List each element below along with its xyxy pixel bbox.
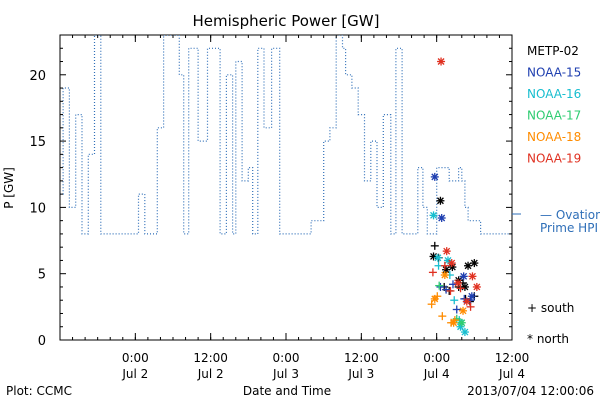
plot-frame: [59, 34, 513, 341]
noaa-19-north-point: [462, 297, 471, 306]
y-tick-label: 10: [29, 201, 46, 216]
legend-metp-02: METP-02: [527, 44, 579, 58]
metp-02-south-point: [430, 241, 439, 250]
svg-text:P [GW]: P [GW]: [2, 167, 16, 209]
noaa-18-north-point: [449, 318, 458, 327]
noaa-19-north-point: [472, 282, 481, 291]
noaa-16-north-point: [460, 328, 469, 337]
x-tick-date: Jul 3: [272, 367, 299, 381]
noaa-17-south-point: [435, 281, 444, 290]
noaa-15-south-point: [448, 280, 457, 289]
x-tick-date: Jul 2: [197, 367, 224, 381]
x-tick-date: Jul 2: [121, 367, 148, 381]
x-tick-label: 12:00: [344, 351, 379, 365]
legend-noaa-19: NOAA-19: [527, 152, 581, 166]
noaa-16-north-point: [429, 211, 438, 220]
noaa-19-south-point: [428, 268, 437, 277]
x-tick-label: 0:00: [273, 351, 300, 365]
noaa-16-north-point: [443, 256, 452, 265]
y-tick-label: 20: [29, 69, 46, 84]
noaa-19-south-point: [446, 286, 455, 295]
plot-area: [59, 34, 513, 341]
noaa-19-north-point: [442, 247, 451, 256]
noaa-19-north-point: [437, 57, 446, 66]
noaa-18-north-point: [459, 306, 468, 315]
north-marker-legend: * north: [527, 332, 569, 346]
noaa-16-north-point: [433, 253, 442, 262]
chart-title: Hemispheric Power [GW]: [193, 12, 380, 30]
metp-02-north-point: [442, 265, 451, 274]
ovation-label-line2: Prime HPI: [540, 221, 598, 235]
legend-noaa-15: NOAA-15: [527, 66, 581, 80]
ovation-hpi-line: [60, 35, 512, 235]
noaa-17-north-point: [457, 318, 466, 327]
noaa-18-north-point: [430, 294, 439, 303]
footer-plot-credit: Plot: CCMC: [6, 384, 72, 398]
noaa-15-north-point: [430, 172, 439, 181]
x-tick-date: Jul 4: [423, 367, 450, 381]
noaa-15-north-point: [437, 214, 446, 222]
noaa-15-north-point: [467, 292, 476, 301]
noaa-19-south-point: [440, 261, 449, 270]
noaa-15-north-point: [459, 272, 468, 281]
y-axis-label: P [GW]: [2, 167, 16, 209]
legend-noaa-17: NOAA-17: [527, 109, 581, 123]
metp-02-north-point: [464, 261, 473, 270]
noaa-15-south-point: [436, 282, 445, 291]
legend-noaa-16: NOAA-16: [527, 87, 581, 101]
noaa-19-south-point: [466, 302, 475, 311]
south-marker-legend: + south: [527, 301, 574, 315]
x-tick-label: 12:00: [193, 351, 228, 365]
legend-noaa-18: NOAA-18: [527, 130, 581, 144]
noaa-18-north-point: [440, 271, 449, 280]
noaa-15-south-point: [452, 305, 461, 314]
metp-02-north-point: [470, 259, 479, 268]
axis-ticks: 0 5 10 15 20 0:00 Jul 2 12:00 Jul 2 0:00 Jul 3 12:0…: [29, 34, 530, 381]
legend: METP-02 NOAA-15 NOAA-16 NOAA-17 NOAA-18 NOAA-…: [527, 44, 581, 166]
noaa-15-south-point: [442, 285, 451, 294]
metp-02-north-point: [436, 196, 445, 205]
noaa-19-north-point: [454, 278, 463, 287]
noaa-16-south-point: [450, 296, 459, 305]
x-tick-label: 12:00: [495, 351, 530, 365]
ovation-label-line1: — Ovation: [540, 208, 600, 222]
footer-timestamp: 2013/07/04 12:00:06: [467, 384, 594, 398]
noaa-19-north-point: [447, 259, 456, 268]
x-tick-label: 0:00: [423, 351, 450, 365]
x-tick-label: 0:00: [122, 351, 149, 365]
y-tick-label: 0: [38, 334, 46, 349]
y-tick-label: 15: [29, 135, 46, 150]
x-tick-date: Jul 3: [347, 367, 374, 381]
x-axis-label: Date and Time: [243, 384, 331, 398]
metp-02-north-point: [460, 282, 469, 291]
x-tick-date: Jul 4: [498, 367, 525, 381]
y-tick-label: 5: [38, 268, 46, 283]
noaa-18-south-point: [438, 312, 447, 321]
noaa-19-north-point: [468, 272, 477, 281]
